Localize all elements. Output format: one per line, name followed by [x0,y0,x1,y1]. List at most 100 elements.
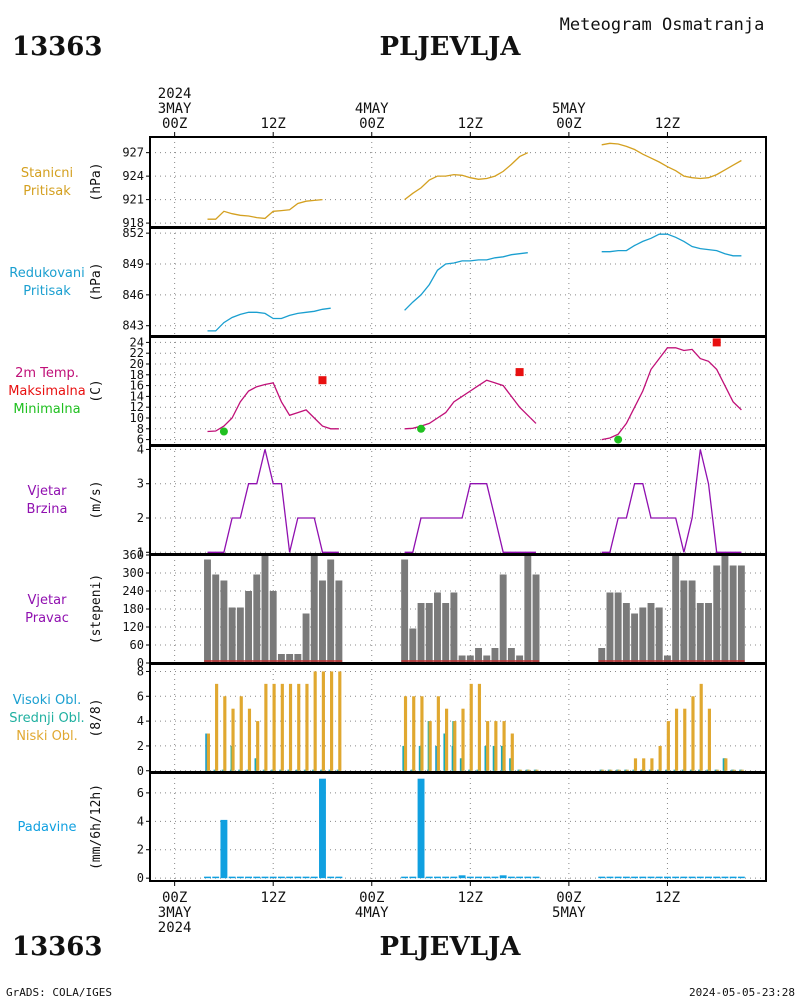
wind-direction-bar [434,592,441,663]
wind-direction-bar [220,580,228,663]
cloud-bar-niski-obl- [699,683,703,771]
grads-label: GrADS: COLA/IGES [6,986,112,999]
precipitation-bar [639,876,647,879]
timestamp: 2024-05-05-23:28 [689,986,795,999]
cloud-bar-niski-obl- [215,683,219,771]
panel-label: 2m Temp. [15,366,79,381]
cloud-bar-niski-obl- [223,696,227,771]
panel-label: Brzina [27,502,68,517]
precipitation-bar [434,876,441,879]
y-tick-label: 6 [137,786,144,800]
precipitation-bar [417,778,425,879]
precipitation-bar [245,876,253,879]
minimum-temp-marker [614,435,623,444]
y-tick-label: 10 [130,411,144,425]
wind-direction-bar [450,592,458,663]
chart-subtitle: Meteogram Osmatranja [560,15,765,35]
cloud-bar-niski-obl- [666,721,670,771]
precipitation-bar [606,876,614,879]
wind-direction-bar [483,655,491,663]
series-line-segment-2 [601,233,742,257]
precipitation-bar [294,876,302,879]
y-tick-label: 0 [137,656,144,670]
wind-direction-bar [417,603,425,663]
panel-label: Vjetar [28,593,68,608]
y-axis-label: (hPa) [89,262,104,301]
wind-direction-bar [721,555,729,663]
series-line-segment-2 [601,347,742,441]
series-line-segment-2 [601,142,742,180]
wind-direction-bar [425,603,433,663]
top-date-label: 12Z [458,116,483,132]
precipitation-bar [532,876,540,879]
precipitation-bar [253,876,261,879]
precipitation-bar [491,876,499,879]
bottom-date-label: 5MAY [552,905,586,921]
wind-direction-bar [253,574,261,663]
wind-direction-bar [466,655,474,663]
cloud-bar-niski-obl- [477,683,482,771]
cloud-bar-niski-obl- [724,758,728,771]
wind-direction-bar [245,591,253,663]
y-tick-label: 6 [137,433,144,447]
cloud-bar-niski-obl- [469,683,473,771]
wind-direction-bar [458,655,466,663]
precipitation-bar [401,876,409,879]
cloud-bar-niski-obl- [683,708,687,771]
y-tick-label: 0 [137,871,144,885]
precipitation-bar [614,876,622,879]
y-tick-label: 240 [122,584,144,598]
wind-direction-bar [516,655,524,663]
y-tick-label: 2 [137,739,144,753]
y-tick-label: 16 [130,379,144,393]
wind-direction-bar [475,648,482,663]
panel-label: Vjetar [28,484,68,499]
y-tick-label: 20 [130,357,144,371]
panel-frame-2 [149,336,767,446]
y-tick-label: 12 [130,400,144,414]
top-date-label: 4MAY [355,101,389,117]
cloud-bar-niski-obl- [625,769,629,771]
precipitation-bar [450,876,458,879]
y-tick-label: 18 [130,368,144,382]
precipitation-bar [647,876,655,879]
y-tick-label: 927 [122,146,144,160]
cloud-bar-niski-obl- [617,769,621,771]
precipitation-bar [204,876,211,879]
cloud-bar-niski-obl- [256,721,260,771]
y-tick-label: 8 [137,422,144,436]
series-line-segment-1 [404,379,537,430]
y-tick-label: 852 [122,226,144,240]
maximum-temp-marker [712,338,721,347]
y-tick-label: 22 [130,346,144,360]
footer-station-name: PLJEVLJA [380,932,522,962]
bottom-date-label: 12Z [458,890,483,906]
minimum-temp-marker [219,427,228,436]
precipitation-bar [335,876,343,879]
minimum-temp-marker [417,424,426,433]
y-tick-label: 2 [137,511,144,525]
wind-direction-bar [302,613,310,663]
cloud-bar-niski-obl- [633,758,638,771]
wind-direction-bar [639,607,647,663]
y-axis-label: (C) [89,379,104,402]
top-date-label: 2024 [158,86,192,102]
precipitation-bar [220,819,228,879]
panel-label: Pravac [25,611,69,626]
y-tick-label: 2 [137,843,144,857]
precipitation-bar [631,876,639,879]
wind-direction-bar [532,574,540,663]
y-tick-label: 300 [122,566,144,580]
cloud-bar-niski-obl- [732,769,736,771]
wind-direction-bar [507,648,515,663]
cloud-bar-niski-obl- [691,696,695,771]
panel-label: Visoki Obl. [13,693,81,708]
y-tick-label: 6 [137,689,144,703]
top-date-label: 12Z [655,116,680,132]
cloud-bar-niski-obl- [674,708,679,771]
cloud-bar-niski-obl- [707,708,711,771]
cloud-bar-niski-obl- [658,745,662,771]
wind-direction-bar [622,603,630,663]
